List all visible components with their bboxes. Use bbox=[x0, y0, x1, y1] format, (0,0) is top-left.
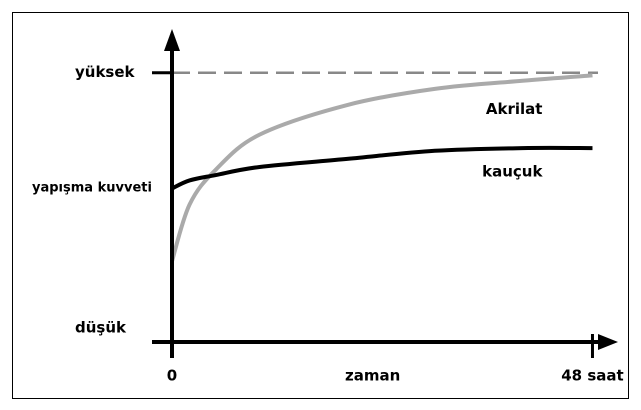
x-axis-label: zaman bbox=[345, 367, 400, 385]
frame bbox=[12, 12, 629, 399]
series-line bbox=[170, 73, 593, 262]
x-tick-label: 48 saat bbox=[561, 367, 623, 385]
y-axis-label: yapışma kuvveti bbox=[32, 181, 152, 196]
series-label: Akrilat bbox=[486, 100, 543, 118]
y-tick-label: düşük bbox=[75, 319, 127, 337]
x-tick-label: 0 bbox=[167, 367, 177, 385]
series-line bbox=[171, 145, 593, 191]
x-axis-arrow bbox=[598, 334, 618, 350]
series-label: kauçuk bbox=[482, 163, 543, 181]
y-tick-label: yüksek bbox=[75, 63, 136, 81]
y-axis-arrow bbox=[164, 29, 180, 51]
